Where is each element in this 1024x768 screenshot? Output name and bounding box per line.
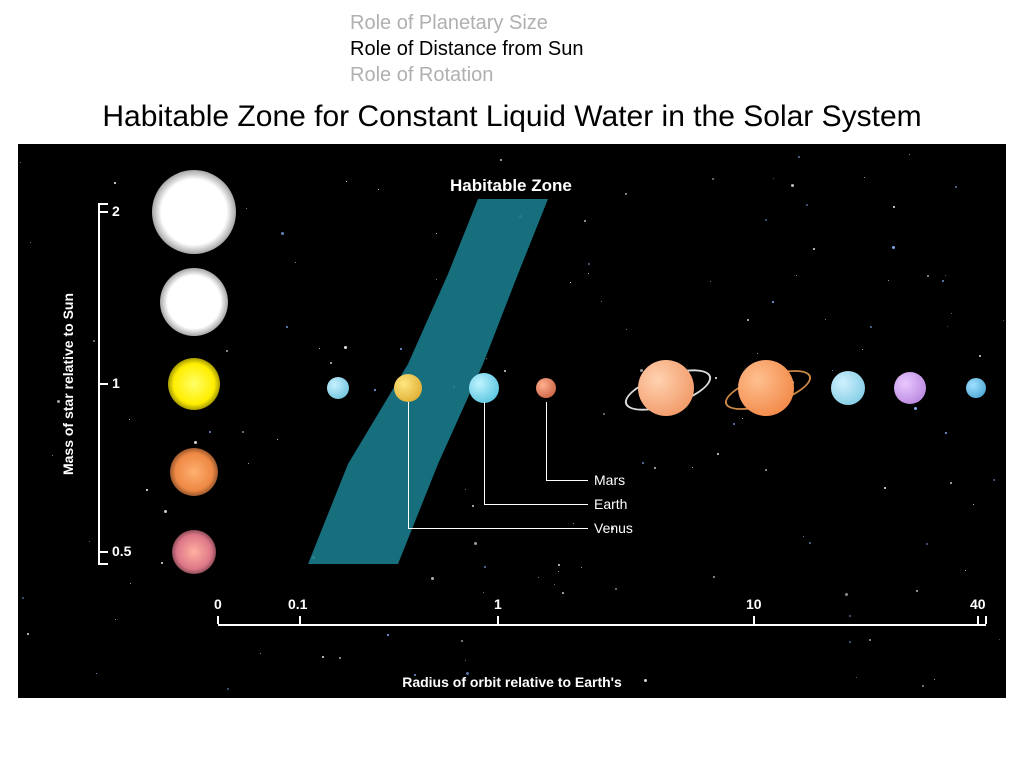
callout-line [408,528,588,529]
header-nav: Role of Planetary Size Role of Distance … [0,0,1024,88]
x-axis-tick [985,616,987,624]
callout-label-venus: Venus [594,520,633,536]
reference-star-3 [170,448,218,496]
y-tick-label: 2 [112,203,120,219]
planet-pluto [966,378,986,398]
planet-saturn [738,360,794,416]
page-title: Habitable Zone for Constant Liquid Water… [60,98,964,136]
planet-neptune [894,372,926,404]
reference-star-2 [168,358,220,410]
callout-label-earth: Earth [594,496,627,512]
callout-line [546,480,588,481]
reference-star-0 [152,170,236,254]
habitable-zone-diagram: Habitable Zone Mass of star relative to … [18,144,1006,698]
planet-uranus [831,371,865,405]
x-axis-tick [217,616,219,624]
y-axis-tick [98,383,108,385]
nav-item-size[interactable]: Role of Planetary Size [350,10,1024,36]
callout-line [408,402,409,528]
x-tick-label: 40 [970,596,986,612]
y-axis-tick [98,211,108,213]
y-axis-tick [98,551,108,553]
callout-line [484,504,588,505]
callout-label-mars: Mars [594,472,625,488]
x-axis-label: Radius of orbit relative to Earth's [402,674,622,690]
nav-item-distance[interactable]: Role of Distance from Sun [350,36,1024,62]
callout-line [484,402,485,504]
planet-mars [536,378,556,398]
x-tick-label: 10 [746,596,762,612]
x-tick-label: 1 [494,596,502,612]
x-axis-tick [977,616,979,624]
planet-earth [469,373,499,403]
reference-star-1 [160,268,228,336]
x-axis-line [218,624,986,626]
x-axis-tick [299,616,301,624]
planet-jupiter [638,360,694,416]
y-axis-tick [98,203,108,205]
callout-line [546,402,547,480]
planet-mercury [327,377,349,399]
planet-venus [394,374,422,402]
habitable-zone-label: Habitable Zone [450,176,572,196]
x-tick-label: 0.1 [288,596,307,612]
reference-star-4 [172,530,216,574]
x-axis-tick [753,616,755,624]
x-axis-tick [497,616,499,624]
nav-item-rotation[interactable]: Role of Rotation [350,62,1024,88]
y-tick-label: 1 [112,375,120,391]
x-tick-label: 0 [214,596,222,612]
y-tick-label: 0.5 [112,543,131,559]
y-axis-tick [98,563,108,565]
y-axis-label: Mass of star relative to Sun [60,292,76,474]
